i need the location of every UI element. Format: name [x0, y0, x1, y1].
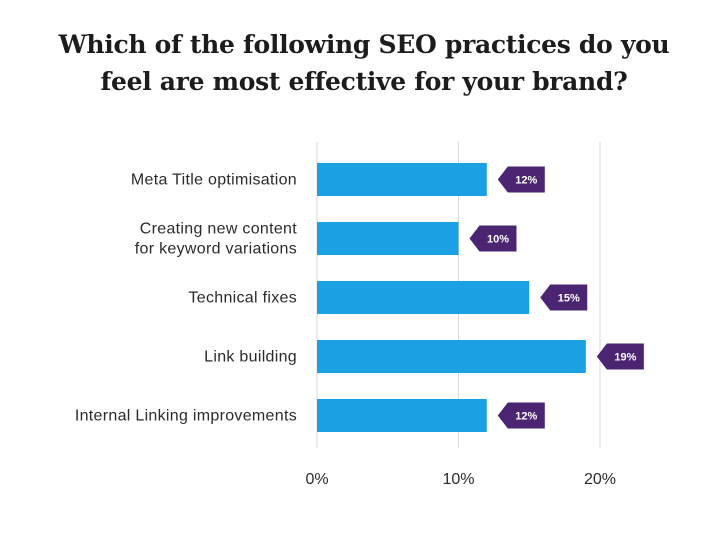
category-label-1-line-1: for keyword variations	[135, 241, 297, 258]
x-tick-label-1: 10%	[442, 471, 474, 488]
bar-3	[317, 340, 586, 373]
data-label-3: 19%	[614, 352, 636, 364]
data-label-4: 12%	[515, 411, 537, 423]
bar-4	[317, 399, 487, 432]
data-label-tag-0	[497, 166, 545, 193]
bar-2	[317, 281, 530, 314]
category-label-4: Internal Linking improvements	[75, 408, 297, 425]
chart-title-line-2: feel are most effective for your brand?	[100, 67, 628, 96]
data-label-tag-2	[540, 284, 588, 311]
data-label-0: 12%	[515, 175, 537, 187]
chart-title-line-1: Which of the following SEO practices do …	[58, 30, 670, 59]
data-label-tag-3	[596, 343, 644, 370]
category-label-3: Link building	[204, 349, 297, 366]
data-label-2: 15%	[558, 293, 580, 305]
category-label-2: Technical fixes	[188, 290, 297, 307]
data-label-tag-4	[497, 402, 545, 429]
data-label-tag-1	[469, 225, 517, 252]
chart-title: Which of the following SEO practices do …	[0, 26, 728, 100]
bar-0	[317, 163, 487, 196]
bar-1	[317, 222, 459, 255]
category-label-0: Meta Title optimisation	[131, 172, 297, 189]
data-label-1: 10%	[487, 234, 509, 246]
x-tick-label-0: 0%	[305, 471, 328, 488]
x-tick-label-2: 20%	[584, 471, 616, 488]
category-label-1-line-0: Creating new content	[140, 221, 297, 238]
